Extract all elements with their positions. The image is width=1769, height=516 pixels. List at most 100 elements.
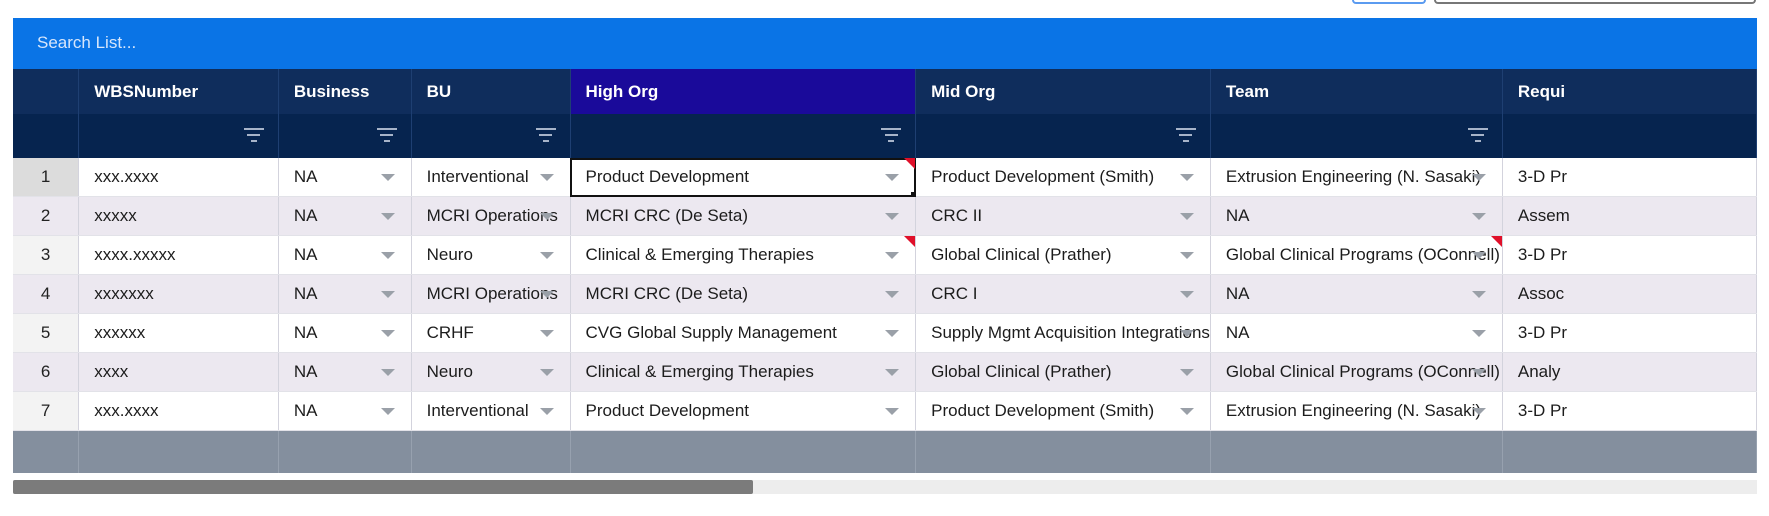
column-header-wbsnumber[interactable]: WBSNumber bbox=[78, 69, 279, 114]
cell-wbsnumber[interactable]: xxx.xxxx bbox=[78, 158, 279, 197]
cell-team[interactable]: Extrusion Engineering (N. Sasaki) bbox=[1210, 158, 1503, 197]
cell-wbsnumber[interactable]: xxxxxx bbox=[78, 313, 279, 353]
dropdown-arrow-icon[interactable] bbox=[539, 330, 554, 337]
cell-business[interactable]: NA bbox=[278, 352, 412, 392]
dropdown-arrow-icon[interactable] bbox=[539, 408, 554, 415]
cell-bu[interactable]: MCRI Operations bbox=[411, 196, 571, 236]
dropdown-arrow-icon[interactable] bbox=[1179, 369, 1194, 376]
row-number[interactable]: 1 bbox=[13, 158, 80, 197]
cell-requi[interactable]: 3-D Pr bbox=[1502, 391, 1757, 431]
dropdown-arrow-icon[interactable] bbox=[1179, 291, 1194, 298]
cell-team[interactable]: Global Clinical Programs (OConnell) bbox=[1210, 352, 1503, 392]
cell-requi[interactable]: 3-D Pr bbox=[1502, 313, 1757, 353]
dropdown-arrow-icon[interactable] bbox=[885, 330, 900, 337]
dropdown-arrow-icon[interactable] bbox=[539, 291, 554, 298]
dropdown-arrow-icon[interactable] bbox=[1179, 252, 1194, 259]
cell-high-org[interactable]: Product Development bbox=[570, 391, 917, 431]
dropdown-arrow-icon[interactable] bbox=[885, 174, 900, 181]
cell-wbsnumber[interactable]: xxxxxxx bbox=[78, 274, 279, 314]
filter-icon[interactable] bbox=[243, 128, 264, 144]
cell-high-org[interactable]: Clinical & Emerging Therapies bbox=[570, 235, 917, 275]
cell-business[interactable]: NA bbox=[278, 274, 412, 314]
cell-requi[interactable]: Analy bbox=[1502, 352, 1757, 392]
dropdown-arrow-icon[interactable] bbox=[1471, 174, 1486, 181]
dropdown-arrow-icon[interactable] bbox=[1179, 408, 1194, 415]
toolbar-dropdown[interactable] bbox=[1434, 0, 1756, 4]
dropdown-arrow-icon[interactable] bbox=[380, 291, 395, 298]
column-header-business[interactable]: Business bbox=[278, 69, 412, 114]
toolbar-button[interactable] bbox=[1352, 0, 1426, 4]
dropdown-arrow-icon[interactable] bbox=[380, 174, 395, 181]
dropdown-arrow-icon[interactable] bbox=[1471, 252, 1486, 259]
dropdown-arrow-icon[interactable] bbox=[1471, 408, 1486, 415]
cell-wbsnumber[interactable]: xxxx bbox=[78, 352, 279, 392]
cell-mid-org[interactable]: Product Development (Smith) bbox=[915, 158, 1211, 197]
cell-high-org[interactable]: MCRI CRC (De Seta) bbox=[570, 196, 917, 236]
column-header-team[interactable]: Team bbox=[1210, 69, 1503, 114]
filter-icon[interactable] bbox=[881, 128, 902, 144]
filter-icon[interactable] bbox=[376, 128, 397, 144]
cell-mid-org[interactable]: CRC I bbox=[915, 274, 1211, 314]
dropdown-arrow-icon[interactable] bbox=[539, 252, 554, 259]
cell-requi[interactable]: 3-D Pr bbox=[1502, 235, 1757, 275]
cell-bu[interactable]: Interventional bbox=[411, 158, 571, 197]
dropdown-arrow-icon[interactable] bbox=[380, 369, 395, 376]
cell-bu[interactable]: Neuro bbox=[411, 235, 571, 275]
row-number[interactable]: 6 bbox=[13, 352, 80, 392]
cell-team[interactable]: Global Clinical Programs (OConnell) bbox=[1210, 235, 1503, 275]
dropdown-arrow-icon[interactable] bbox=[1471, 369, 1486, 376]
cell-high-org[interactable]: MCRI CRC (De Seta) bbox=[570, 274, 917, 314]
cell-high-org[interactable]: CVG Global Supply Management bbox=[570, 313, 917, 353]
dropdown-arrow-icon[interactable] bbox=[1179, 213, 1194, 220]
dropdown-arrow-icon[interactable] bbox=[885, 369, 900, 376]
cell-mid-org[interactable]: CRC II bbox=[915, 196, 1211, 236]
row-number[interactable]: 3 bbox=[13, 235, 80, 275]
row-number[interactable]: 4 bbox=[13, 274, 80, 314]
cell-requi[interactable]: Assem bbox=[1502, 196, 1757, 236]
search-input[interactable] bbox=[23, 24, 651, 62]
column-header-high-org[interactable]: High Org bbox=[570, 69, 917, 114]
dropdown-arrow-icon[interactable] bbox=[380, 213, 395, 220]
row-number[interactable]: 7 bbox=[13, 391, 80, 431]
dropdown-arrow-icon[interactable] bbox=[885, 291, 900, 298]
filter-icon[interactable] bbox=[535, 128, 556, 144]
cell-business[interactable]: NA bbox=[278, 391, 412, 431]
dropdown-arrow-icon[interactable] bbox=[885, 252, 900, 259]
cell-team[interactable]: Extrusion Engineering (N. Sasaki) bbox=[1210, 391, 1503, 431]
cell-business[interactable]: NA bbox=[278, 158, 412, 197]
filter-icon[interactable] bbox=[1467, 128, 1488, 144]
dropdown-arrow-icon[interactable] bbox=[380, 330, 395, 337]
cell-wbsnumber[interactable]: xxx.xxxx bbox=[78, 391, 279, 431]
cell-mid-org[interactable]: Global Clinical (Prather) bbox=[915, 235, 1211, 275]
filter-icon[interactable] bbox=[1175, 128, 1196, 144]
dropdown-arrow-icon[interactable] bbox=[539, 174, 554, 181]
dropdown-arrow-icon[interactable] bbox=[380, 252, 395, 259]
cell-high-org-active[interactable]: Product Development bbox=[570, 158, 917, 197]
cell-team[interactable]: NA bbox=[1210, 313, 1503, 353]
cell-wbsnumber[interactable]: xxxxx bbox=[78, 196, 279, 236]
cell-mid-org[interactable]: Supply Mgmt Acquisition Integrations bbox=[915, 313, 1211, 353]
cell-bu[interactable]: Neuro bbox=[411, 352, 571, 392]
dropdown-arrow-icon[interactable] bbox=[539, 369, 554, 376]
scrollbar-thumb[interactable] bbox=[13, 480, 753, 494]
cell-requi[interactable]: Assoc bbox=[1502, 274, 1757, 314]
cell-bu[interactable]: MCRI Operations bbox=[411, 274, 571, 314]
dropdown-arrow-icon[interactable] bbox=[1471, 291, 1486, 298]
cell-business[interactable]: NA bbox=[278, 313, 412, 353]
dropdown-arrow-icon[interactable] bbox=[539, 213, 554, 220]
dropdown-arrow-icon[interactable] bbox=[885, 408, 900, 415]
column-header-requi[interactable]: Requi bbox=[1502, 69, 1757, 114]
fill-handle[interactable] bbox=[911, 192, 915, 196]
cell-bu[interactable]: Interventional bbox=[411, 391, 571, 431]
dropdown-arrow-icon[interactable] bbox=[1179, 174, 1194, 181]
row-number[interactable]: 5 bbox=[13, 313, 80, 353]
dropdown-arrow-icon[interactable] bbox=[885, 213, 900, 220]
cell-team[interactable]: NA bbox=[1210, 274, 1503, 314]
cell-wbsnumber[interactable]: xxxx.xxxxx bbox=[78, 235, 279, 275]
cell-mid-org[interactable]: Product Development (Smith) bbox=[915, 391, 1211, 431]
dropdown-arrow-icon[interactable] bbox=[380, 408, 395, 415]
column-header-mid-org[interactable]: Mid Org bbox=[915, 69, 1211, 114]
horizontal-scrollbar[interactable] bbox=[13, 480, 1757, 494]
cell-bu[interactable]: CRHF bbox=[411, 313, 571, 353]
dropdown-arrow-icon[interactable] bbox=[1471, 213, 1486, 220]
